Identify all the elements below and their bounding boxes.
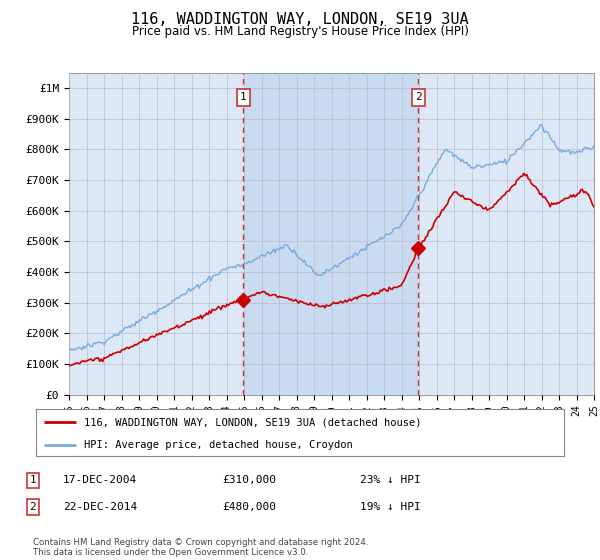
Text: Contains HM Land Registry data © Crown copyright and database right 2024.
This d: Contains HM Land Registry data © Crown c… <box>33 538 368 557</box>
Text: 17-DEC-2004: 17-DEC-2004 <box>63 475 137 486</box>
Text: 116, WADDINGTON WAY, LONDON, SE19 3UA (detached house): 116, WADDINGTON WAY, LONDON, SE19 3UA (d… <box>83 417 421 427</box>
Text: £310,000: £310,000 <box>222 475 276 486</box>
Text: 116, WADDINGTON WAY, LONDON, SE19 3UA: 116, WADDINGTON WAY, LONDON, SE19 3UA <box>131 12 469 27</box>
Text: 1: 1 <box>240 92 247 102</box>
Text: 2: 2 <box>29 502 37 512</box>
Text: Price paid vs. HM Land Registry's House Price Index (HPI): Price paid vs. HM Land Registry's House … <box>131 25 469 38</box>
Text: HPI: Average price, detached house, Croydon: HPI: Average price, detached house, Croy… <box>83 440 352 450</box>
Text: 22-DEC-2014: 22-DEC-2014 <box>63 502 137 512</box>
Text: 19% ↓ HPI: 19% ↓ HPI <box>360 502 421 512</box>
Text: £480,000: £480,000 <box>222 502 276 512</box>
Text: 2: 2 <box>415 92 422 102</box>
Text: 1: 1 <box>29 475 37 486</box>
Text: 23% ↓ HPI: 23% ↓ HPI <box>360 475 421 486</box>
